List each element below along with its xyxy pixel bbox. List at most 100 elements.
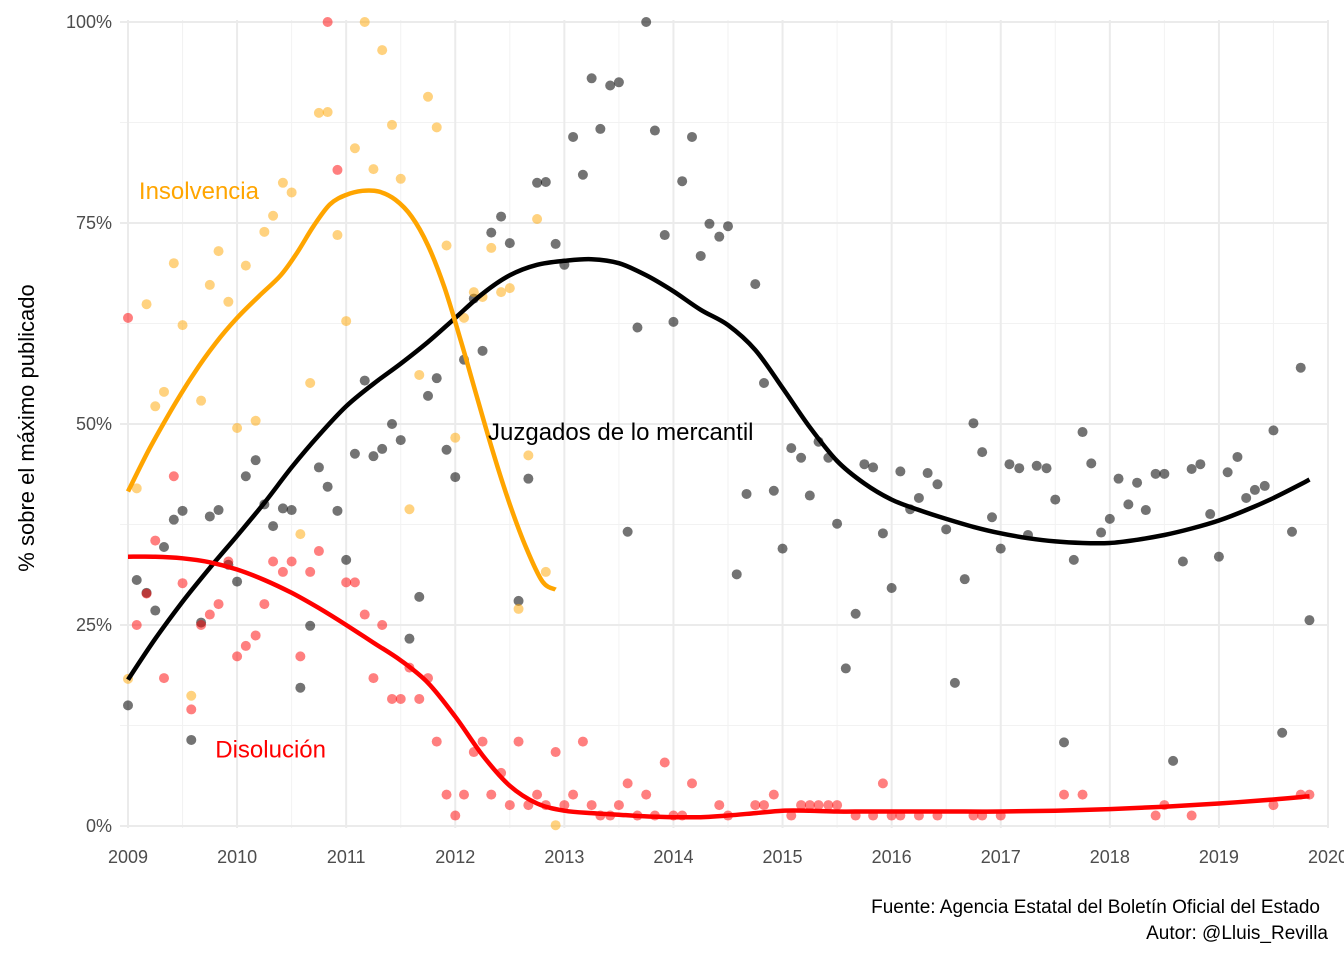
data-point	[123, 700, 133, 711]
data-point	[395, 693, 406, 704]
data-point	[959, 574, 970, 585]
data-point	[368, 673, 379, 684]
data-point	[777, 543, 788, 554]
data-point	[295, 529, 306, 540]
data-point	[1268, 425, 1279, 436]
data-point	[804, 800, 815, 811]
data-point	[513, 736, 524, 747]
data-point	[504, 238, 515, 249]
data-point	[622, 526, 633, 537]
x-tick-label: 2013	[544, 847, 584, 867]
data-point	[786, 810, 797, 821]
data-point	[1059, 789, 1069, 800]
data-point	[759, 377, 769, 388]
x-axis-tick-labels: 2009 2010 2011 2012 2013 2014 2015 2016 2017 2018…	[108, 847, 1344, 867]
data-point	[277, 566, 288, 577]
data-point	[423, 91, 433, 102]
data-point	[1150, 468, 1161, 479]
data-point	[168, 258, 179, 269]
data-point	[213, 599, 224, 610]
data-point	[1232, 451, 1243, 462]
data-point	[395, 435, 406, 446]
y-axis-tick-labels: 0% 25% 50% 75% 100%	[66, 12, 112, 836]
data-point	[305, 377, 316, 388]
data-point	[213, 505, 224, 516]
data-point	[1186, 464, 1197, 475]
data-point	[250, 455, 261, 466]
data-point	[586, 800, 597, 811]
data-point	[441, 444, 452, 455]
x-tick-label: 2011	[327, 847, 366, 867]
data-point	[213, 246, 224, 257]
y-tick-label: 0%	[86, 816, 112, 836]
data-point	[532, 789, 543, 800]
data-point	[368, 451, 379, 462]
data-point	[477, 736, 488, 747]
data-point	[995, 543, 1006, 554]
data-point	[150, 605, 161, 616]
data-point	[1186, 810, 1197, 821]
data-point	[1132, 477, 1143, 488]
smooth-trend-line	[125, 188, 557, 592]
data-point	[1041, 463, 1052, 474]
data-point	[387, 119, 397, 130]
series-annotation-label: Insolvencia	[139, 178, 260, 205]
x-tick-label: 2012	[435, 847, 475, 867]
data-point	[695, 250, 706, 261]
data-point	[523, 450, 534, 461]
data-point	[1249, 484, 1260, 495]
data-point	[168, 471, 179, 482]
data-point	[150, 535, 161, 546]
data-point	[1077, 789, 1088, 800]
data-point	[414, 369, 425, 380]
y-axis-title: % sobre el máximo publicado	[14, 284, 39, 571]
data-point	[668, 316, 679, 327]
data-point	[750, 279, 761, 290]
data-point	[131, 574, 142, 585]
data-point	[832, 518, 843, 529]
data-point	[232, 576, 243, 587]
data-point	[232, 651, 243, 662]
data-point	[268, 521, 279, 532]
data-point	[731, 569, 742, 580]
data-point	[613, 77, 624, 88]
data-point	[568, 131, 579, 142]
data-point	[141, 299, 152, 310]
data-point	[595, 123, 606, 134]
data-point	[968, 418, 979, 429]
data-point	[532, 213, 543, 224]
data-point	[268, 556, 279, 567]
data-point	[250, 630, 261, 641]
x-tick-label: 2014	[653, 847, 693, 867]
data-point	[423, 390, 433, 401]
data-point	[523, 473, 534, 484]
data-point	[404, 504, 415, 515]
data-point	[540, 176, 551, 187]
data-point	[649, 125, 660, 136]
data-point	[441, 789, 452, 800]
data-point	[886, 583, 897, 594]
y-tick-label: 25%	[76, 615, 112, 635]
data-point	[741, 488, 752, 499]
x-tick-label: 2009	[108, 847, 148, 867]
data-point	[159, 386, 169, 397]
data-point	[1168, 755, 1179, 766]
data-point	[1205, 509, 1216, 520]
data-point	[141, 588, 152, 599]
data-point	[932, 479, 943, 490]
data-point	[913, 492, 924, 503]
data-point	[177, 505, 188, 516]
x-tick-label: 2019	[1199, 847, 1239, 867]
data-point	[823, 800, 834, 811]
data-point	[377, 620, 388, 630]
data-point	[123, 312, 133, 323]
data-point	[550, 820, 561, 831]
data-point	[786, 443, 797, 454]
data-point	[496, 287, 507, 298]
data-point	[1086, 458, 1097, 469]
data-point	[1113, 473, 1124, 484]
data-point	[486, 227, 497, 238]
x-tick-label: 2016	[872, 847, 912, 867]
data-point	[1123, 499, 1134, 510]
data-point	[332, 505, 343, 516]
